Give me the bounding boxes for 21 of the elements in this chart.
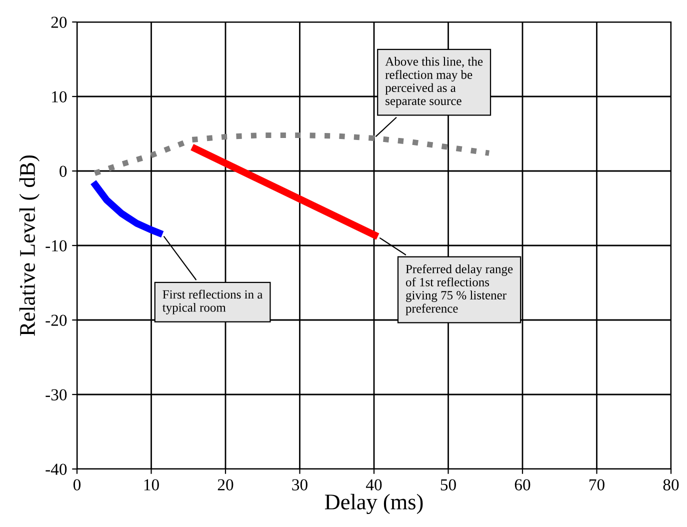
x-tick-label: 60 bbox=[514, 479, 530, 490]
x-tick-label: 80 bbox=[663, 479, 679, 490]
y-tick-label: -40 bbox=[46, 464, 67, 475]
y-tick-label: -10 bbox=[46, 240, 67, 252]
y-tick-label: 0 bbox=[60, 166, 67, 177]
annotation: Above this line, the reflection may be perceived as a separate source bbox=[385, 56, 483, 108]
annotation: First reflections in a typical room bbox=[162, 290, 263, 314]
y-tick-label: 20 bbox=[51, 16, 67, 28]
x-tick-label: 40 bbox=[366, 479, 382, 490]
x-tick-label: 70 bbox=[590, 479, 604, 490]
x-tick-label: 50 bbox=[440, 479, 456, 490]
y-tick-label: -30 bbox=[46, 389, 67, 400]
x-tick-label: 20 bbox=[218, 479, 234, 490]
y-axis-title: Relative Level ( dB) bbox=[19, 155, 40, 336]
x-tick-label: 10 bbox=[144, 479, 159, 490]
annotation: Preferred delay range of 1st reflections giving 75 % listener preference bbox=[406, 264, 513, 316]
y-tick-label: 10 bbox=[52, 91, 67, 102]
y-tick-label: -20 bbox=[46, 314, 67, 326]
x-tick-label: 0 bbox=[73, 479, 81, 490]
x-tick-label: 30 bbox=[292, 479, 308, 490]
x-axis-title: Delay (ms) bbox=[324, 494, 423, 514]
